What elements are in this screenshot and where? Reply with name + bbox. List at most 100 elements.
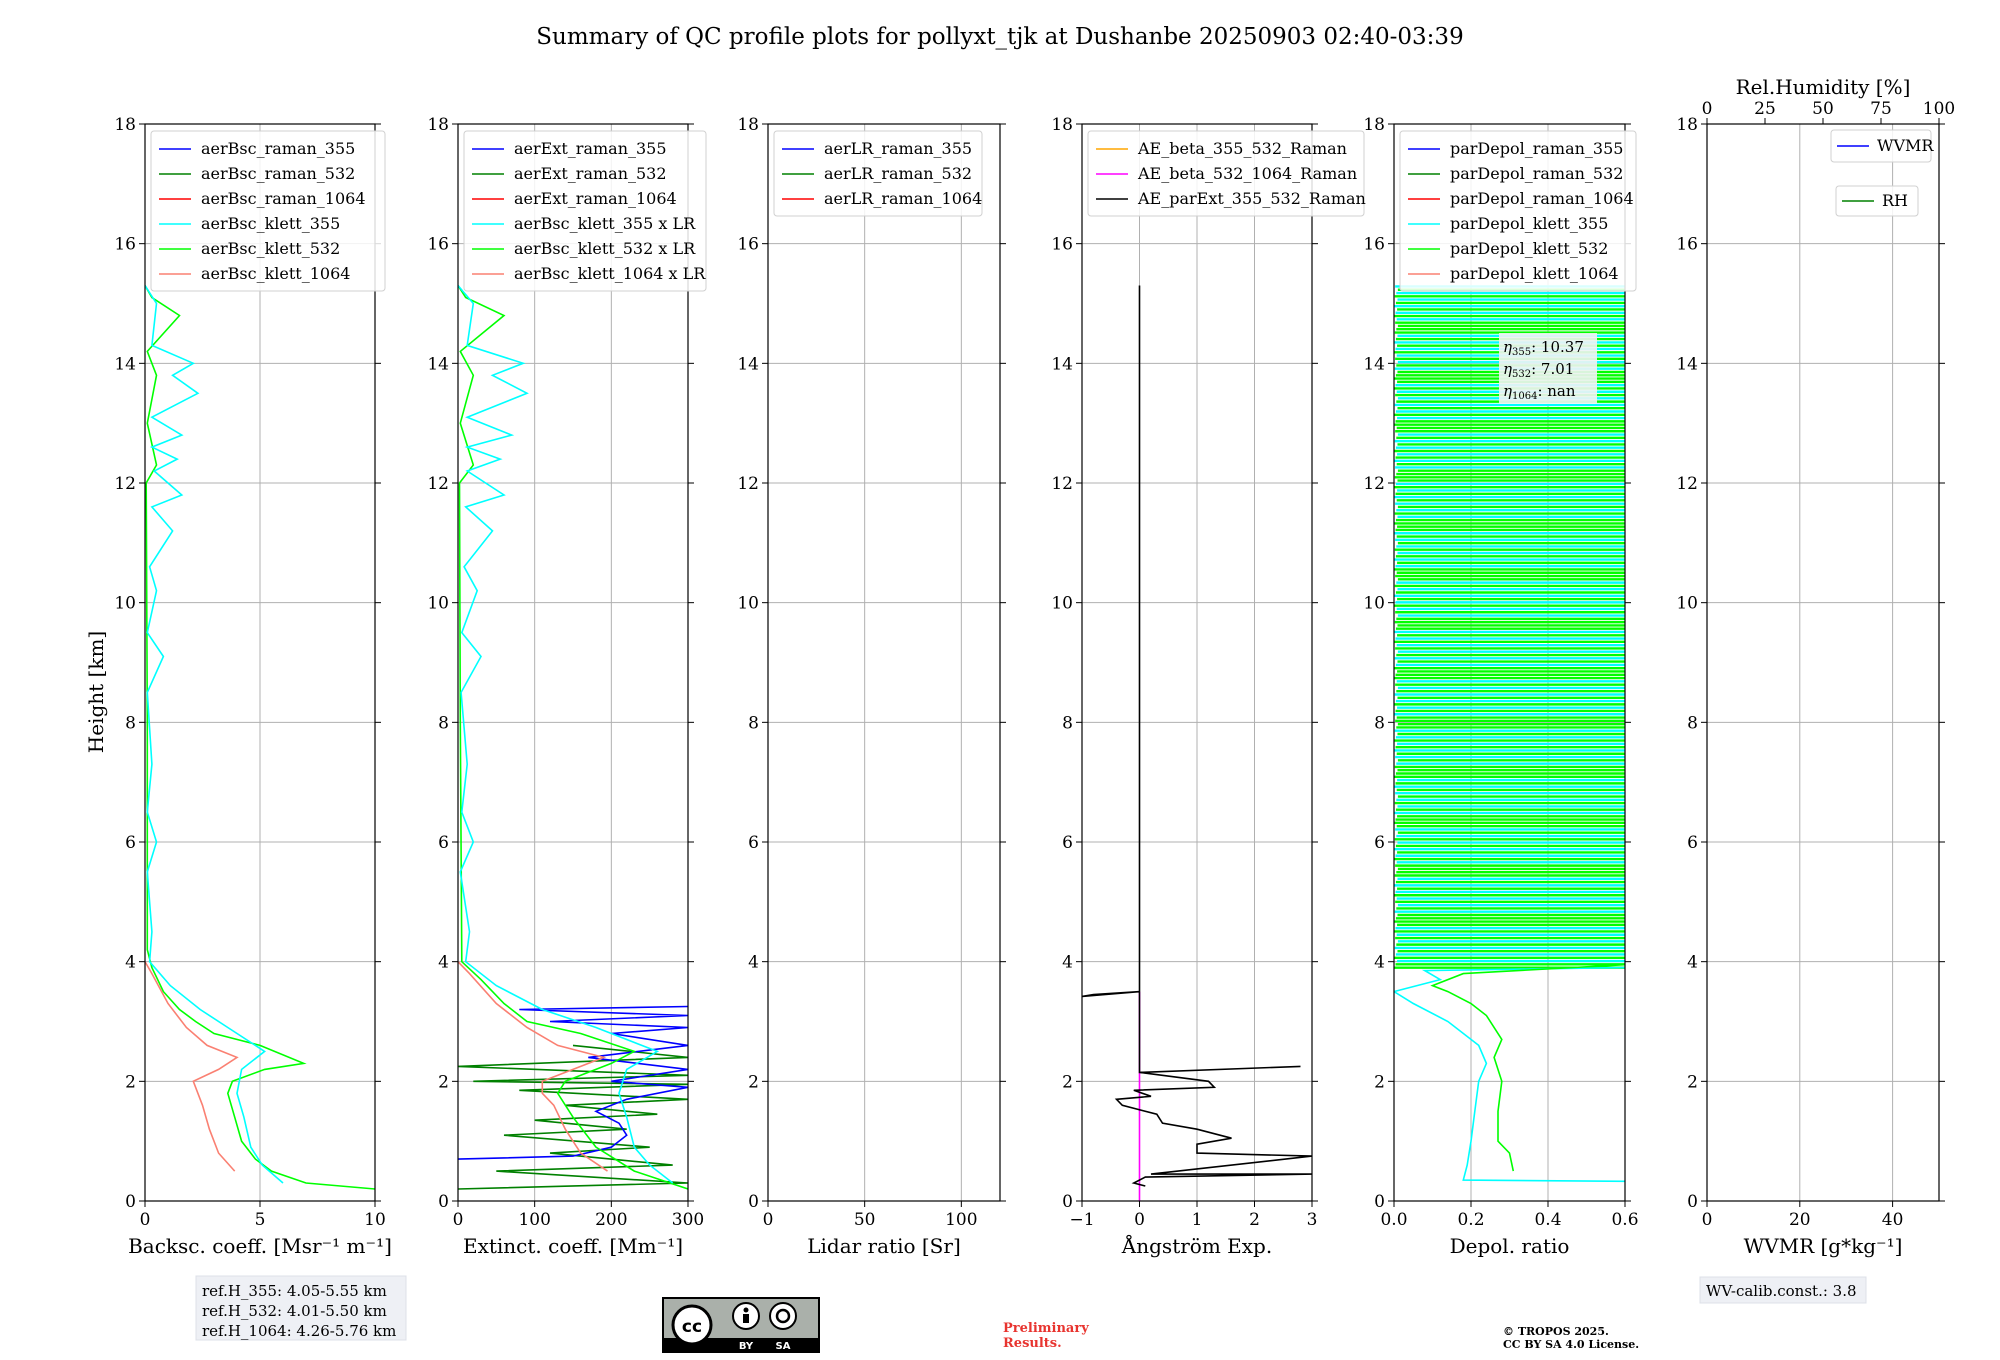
y-tick-label: 14 <box>1363 354 1385 374</box>
x-axis-label: Depol. ratio <box>1450 1234 1570 1258</box>
x-tick-label: 100 <box>945 1210 977 1230</box>
legend-frame <box>1399 130 1637 292</box>
y-tick-label: 6 <box>1687 833 1698 853</box>
y-tick-label: 14 <box>114 354 136 374</box>
y-tick-label: 8 <box>1062 713 1073 733</box>
y-tick-label: 4 <box>1374 953 1385 973</box>
y-tick-label: 4 <box>438 953 449 973</box>
x-tick-label: 0 <box>1702 1210 1713 1230</box>
preliminary-line-2: Results. <box>1003 1336 1062 1351</box>
legend-label: aerBsc_raman_532 <box>201 164 355 183</box>
legend-frame <box>463 130 707 292</box>
x-axis-label: Backsc. coeff. [Msr⁻¹ m⁻¹] <box>128 1234 392 1258</box>
y-tick-label: 2 <box>1687 1072 1698 1092</box>
legend-label: aerBsc_raman_1064 <box>201 189 366 208</box>
series-aerBsc_klett_1064 <box>145 961 239 1172</box>
y-tick-label: 4 <box>1687 953 1698 973</box>
legend-backscatter: aerBsc_raman_355 aerBsc_raman_532 aerBsc_r… <box>150 130 386 292</box>
series-parDepol_klett_532 <box>1430 963 1625 1172</box>
series-aerBsc_klett_532 <box>145 285 375 1190</box>
cc-license-badge: cc BY SA <box>662 1297 820 1353</box>
legend-label: aerBsc_klett_532 <box>201 239 340 258</box>
legend-frame <box>1087 130 1365 217</box>
series-AE_parExt_355_532_Raman <box>1082 285 1312 1187</box>
legend-frame <box>150 130 386 292</box>
refh-532: ref.H_532: 4.01-5.50 km <box>202 1302 387 1320</box>
refh-note: ref.H_355: 4.05-5.55 km ref.H_532: 4.01-… <box>195 1275 407 1341</box>
y-tick-label: 18 <box>1051 115 1073 135</box>
eta-1064: η1064: nan <box>1503 382 1576 402</box>
x-tick-label: 300 <box>672 1210 704 1230</box>
y-tick-label: 2 <box>748 1072 759 1092</box>
series-aerBsc_klett_1064 x LR <box>458 961 608 1172</box>
y-tick-label: 18 <box>1363 115 1385 135</box>
x-tick-label: 20 <box>1789 1210 1811 1230</box>
x-tick-label: 10 <box>364 1210 386 1230</box>
y-tick-label: 6 <box>1374 833 1385 853</box>
y-tick-label: 16 <box>737 235 759 255</box>
y-tick-label: 16 <box>427 235 449 255</box>
y-tick-label: 2 <box>1062 1072 1073 1092</box>
panel-lidar_ratio: 0 2 4 6 8 10 12 14 16 18 0 50 100 Lidar ratio [Sr] aer… <box>737 115 1006 1258</box>
x-tick-label: 0.4 <box>1534 1210 1561 1230</box>
x-axis-label: Lidar ratio [Sr] <box>807 1234 961 1258</box>
y-tick-label: 10 <box>1051 594 1073 614</box>
y-tick-label: 0 <box>748 1192 759 1212</box>
legend-label: aerBsc_klett_1064 x LR <box>514 264 706 283</box>
legend-depolarization: parDepol_raman_355 parDepol_raman_532 parD… <box>1399 130 1637 292</box>
figure-title: Summary of QC profile plots for pollyxt_… <box>536 24 1463 50</box>
x-tick-label: 3 <box>1307 1210 1318 1230</box>
legend-label: aerExt_raman_532 <box>514 164 667 183</box>
y-tick-label: 6 <box>748 833 759 853</box>
y-tick-label: 16 <box>114 235 136 255</box>
legend-label: aerLR_raman_532 <box>824 164 972 183</box>
x-tick-label: 50 <box>854 1210 876 1230</box>
x-tick-label: 1 <box>1192 1210 1203 1230</box>
y-tick-label: 18 <box>1676 115 1698 135</box>
y-tick-label: 4 <box>748 953 759 973</box>
series-aerExt_raman_532 <box>458 1044 688 1190</box>
series-parDepol_klett_355 <box>1394 966 1625 1183</box>
wv-calib-note: WV-calib.const.: 3.8 <box>1699 1276 1867 1304</box>
axes-frame <box>1706 123 1940 1202</box>
y-tick-label: 14 <box>1051 354 1073 374</box>
y-tick-label: 4 <box>125 953 136 973</box>
x-tick-label: 0 <box>763 1210 774 1230</box>
top-x-tick-label: 75 <box>1870 99 1892 119</box>
series-aerBsc_klett_355 <box>145 285 284 1184</box>
eta-532: η532: 7.01 <box>1503 360 1574 380</box>
y-tick-label: 10 <box>427 594 449 614</box>
eta-355: η355: 10.37 <box>1503 338 1584 358</box>
x-tick-label: −1 <box>1069 1210 1094 1230</box>
x-tick-label: 40 <box>1882 1210 1904 1230</box>
y-tick-label: 8 <box>1687 713 1698 733</box>
x-tick-label: 5 <box>255 1210 266 1230</box>
y-tick-label: 0 <box>1062 1192 1073 1212</box>
top-x-tick-label: 100 <box>1923 99 1955 119</box>
cc-badge-by: BY <box>739 1341 754 1352</box>
y-tick-label: 18 <box>114 115 136 135</box>
y-tick-label: 14 <box>1676 354 1698 374</box>
legend-lidar_ratio: aerLR_raman_355 aerLR_raman_532 aerLR_rama… <box>773 130 983 217</box>
axes-frame <box>457 123 689 1202</box>
y-tick-label: 10 <box>1363 594 1385 614</box>
y-tick-label: 18 <box>427 115 449 135</box>
top-x-tick-label: 50 <box>1812 99 1834 119</box>
y-tick-label: 8 <box>125 713 136 733</box>
y-tick-label: 0 <box>1687 1192 1698 1212</box>
y-tick-label: 2 <box>1374 1072 1385 1092</box>
y-tick-label: 14 <box>427 354 449 374</box>
y-tick-label: 6 <box>125 833 136 853</box>
legend-box-RH: RH <box>1835 185 1919 217</box>
y-tick-label: 12 <box>737 474 759 494</box>
legend-label: aerBsc_klett_532 x LR <box>514 239 696 258</box>
legend-frame <box>1830 129 1932 163</box>
axes-frame <box>1393 123 1626 1202</box>
cc-icon <box>671 1304 713 1346</box>
y-tick-label: 12 <box>1051 474 1073 494</box>
legend-box-WVMR: WVMR <box>1830 129 1934 163</box>
series-aerBsc_klett_355 x LR <box>458 284 674 1184</box>
legend-frame <box>773 130 983 217</box>
